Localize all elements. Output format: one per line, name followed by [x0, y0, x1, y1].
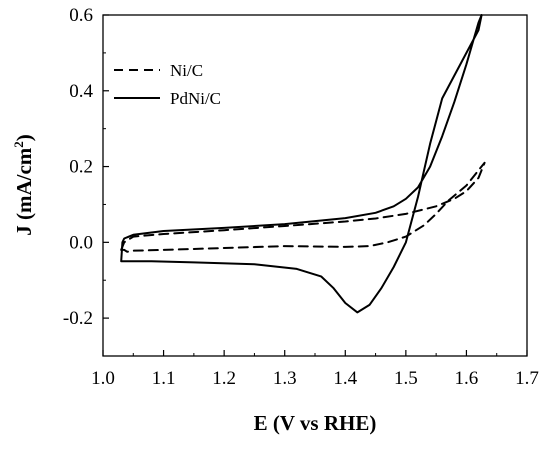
- x-tick-label: 1.3: [273, 368, 297, 389]
- plot-frame: [102, 14, 528, 357]
- y-tick-label: 0.2: [69, 157, 93, 178]
- y-axis-title-main: J (mA/cm: [12, 147, 36, 236]
- legend-label-pdni-c: PdNi/C: [170, 89, 221, 108]
- x-axis-title: E (V vs RHE): [254, 411, 377, 435]
- y-tick-label: 0.4: [69, 81, 93, 102]
- x-tick-label: 1.0: [91, 368, 115, 389]
- x-tick-label: 1.4: [333, 368, 357, 389]
- series-layer: [120, 14, 486, 314]
- y-axis-title: J (mA/cm2): [11, 134, 36, 236]
- x-tick-label: 1.5: [394, 368, 418, 389]
- y-axis-title-close: ): [12, 134, 36, 141]
- y-tick-label: -0.2: [63, 308, 93, 329]
- y-tick-label: 0.0: [69, 232, 93, 253]
- legend: Ni/C PdNi/C: [114, 61, 221, 108]
- x-tick-label: 1.6: [455, 368, 479, 389]
- x-tick-label: 1.2: [212, 368, 236, 389]
- x-tick-label: 1.7: [515, 368, 539, 389]
- series-line-pdni-c: [120, 14, 483, 314]
- series-line-ni-c: [120, 161, 486, 253]
- x-tick-label: 1.1: [152, 368, 176, 389]
- legend-label-ni-c: Ni/C: [170, 61, 203, 80]
- y-tick-label: 0.6: [69, 5, 93, 26]
- tick-layer: 1.0 1.1 1.2 1.3 1.4 1.5 1.6 1.7 -0.2 0.0 0.2 0.4 0.6: [63, 5, 539, 389]
- y-axis-title-superscript: 2: [11, 141, 26, 148]
